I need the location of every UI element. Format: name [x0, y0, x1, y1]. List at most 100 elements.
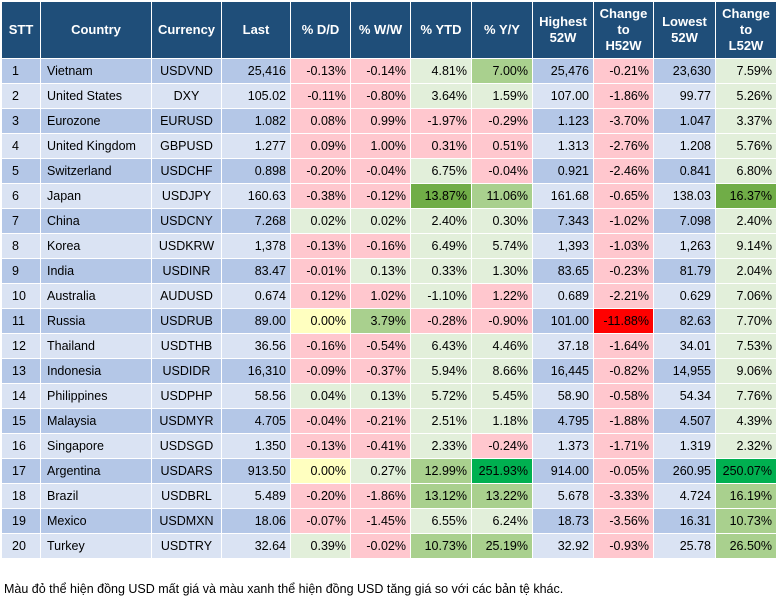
- cell-country: Argentina: [40, 458, 152, 484]
- cell-ww: -0.41%: [350, 433, 411, 459]
- cell-change-h52: -0.58%: [593, 383, 654, 409]
- header-low52-line2: 52W: [671, 30, 698, 45]
- cell-ww: -0.04%: [350, 158, 411, 184]
- cell-low52: 14,955: [653, 358, 716, 384]
- cell-ytd: 13.12%: [410, 483, 472, 509]
- header-ytd: % YTD: [410, 1, 472, 59]
- cell-country: China: [40, 208, 152, 234]
- cell-last: 7.268: [221, 208, 291, 234]
- cell-high52: 18.73: [532, 508, 594, 534]
- cell-high52: 7.343: [532, 208, 594, 234]
- cell-yy: 0.51%: [471, 133, 533, 159]
- cell-last: 5.489: [221, 483, 291, 509]
- cell-ytd: 12.99%: [410, 458, 472, 484]
- cell-last: 32.64: [221, 533, 291, 559]
- cell-ww: -0.02%: [350, 533, 411, 559]
- cell-high52: 1,393: [532, 233, 594, 259]
- cell-change-h52: -1.71%: [593, 433, 654, 459]
- cell-country: United Kingdom: [40, 133, 152, 159]
- cell-change-h52: -3.70%: [593, 108, 654, 134]
- cell-low52: 0.629: [653, 283, 716, 309]
- cell-stt: 15: [1, 408, 41, 434]
- cell-last: 1.277: [221, 133, 291, 159]
- cell-dd: 0.39%: [290, 533, 351, 559]
- cell-change-l52: 26.50%: [715, 533, 777, 559]
- cell-dd: 0.09%: [290, 133, 351, 159]
- cell-change-h52: -1.03%: [593, 233, 654, 259]
- cell-currency: USDRUB: [151, 308, 222, 334]
- cell-stt: 7: [1, 208, 41, 234]
- footnote: Màu đỏ thể hiện đồng USD mất giá và màu …: [4, 582, 564, 596]
- cell-high52: 107.00: [532, 83, 594, 109]
- cell-country: Singapore: [40, 433, 152, 459]
- cell-ytd: 6.55%: [410, 508, 472, 534]
- cell-yy: 11.06%: [471, 183, 533, 209]
- cell-ytd: 6.49%: [410, 233, 472, 259]
- header-high52: Highest 52W: [532, 1, 594, 59]
- cell-stt: 9: [1, 258, 41, 284]
- cell-country: Switzerland: [40, 158, 152, 184]
- cell-dd: -0.13%: [290, 433, 351, 459]
- cell-high52: 16,445: [532, 358, 594, 384]
- cell-high52: 1.123: [532, 108, 594, 134]
- cell-low52: 23,630: [653, 58, 716, 84]
- cell-currency: USDCHF: [151, 158, 222, 184]
- fx-table: STT Country Currency Last % D/D % W/W % …: [1, 1, 777, 559]
- cell-currency: USDKRW: [151, 233, 222, 259]
- cell-dd: -0.20%: [290, 158, 351, 184]
- cell-high52: 101.00: [532, 308, 594, 334]
- cell-high52: 161.68: [532, 183, 594, 209]
- cell-stt: 18: [1, 483, 41, 509]
- cell-currency: GBPUSD: [151, 133, 222, 159]
- cell-low52: 1,263: [653, 233, 716, 259]
- cell-change-l52: 7.59%: [715, 58, 777, 84]
- cell-yy: 13.22%: [471, 483, 533, 509]
- cell-high52: 83.65: [532, 258, 594, 284]
- table-row: 11 Russia USDRUB 89.00 0.00% 3.79% -0.28% -0.90…: [1, 308, 777, 334]
- cell-yy: 4.46%: [471, 333, 533, 359]
- cell-low52: 4.507: [653, 408, 716, 434]
- cell-change-h52: -1.86%: [593, 83, 654, 109]
- cell-country: Indonesia: [40, 358, 152, 384]
- cell-change-h52: -0.82%: [593, 358, 654, 384]
- cell-ww: -0.16%: [350, 233, 411, 259]
- header-ww: % W/W: [350, 1, 411, 59]
- header-row: STT Country Currency Last % D/D % W/W % …: [1, 1, 777, 59]
- cell-change-h52: -1.02%: [593, 208, 654, 234]
- cell-country: Philippines: [40, 383, 152, 409]
- cell-ytd: 0.33%: [410, 258, 472, 284]
- cell-high52: 0.689: [532, 283, 594, 309]
- cell-ww: -0.14%: [350, 58, 411, 84]
- cell-change-h52: -1.64%: [593, 333, 654, 359]
- cell-yy: 1.30%: [471, 258, 533, 284]
- cell-ytd: 3.64%: [410, 83, 472, 109]
- cell-ytd: -1.97%: [410, 108, 472, 134]
- cell-currency: USDMXN: [151, 508, 222, 534]
- cell-yy: 0.30%: [471, 208, 533, 234]
- cell-high52: 0.921: [532, 158, 594, 184]
- header-change-h52-line3: H52W: [605, 38, 642, 53]
- cell-ww: 0.27%: [350, 458, 411, 484]
- cell-country: Malaysia: [40, 408, 152, 434]
- cell-change-l52: 7.70%: [715, 308, 777, 334]
- cell-yy: -0.04%: [471, 158, 533, 184]
- cell-ytd: 6.75%: [410, 158, 472, 184]
- cell-ww: -0.54%: [350, 333, 411, 359]
- cell-yy: 1.22%: [471, 283, 533, 309]
- header-stt: STT: [1, 1, 41, 59]
- header-change-l52-line1: Change: [722, 6, 770, 21]
- table-row: 5 Switzerland USDCHF 0.898 -0.20% -0.04% 6.75%…: [1, 158, 777, 184]
- cell-currency: USDARS: [151, 458, 222, 484]
- cell-yy: 25.19%: [471, 533, 533, 559]
- header-change-l52-line2: to: [739, 22, 753, 37]
- cell-currency: USDTRY: [151, 533, 222, 559]
- cell-low52: 99.77: [653, 83, 716, 109]
- cell-low52: 138.03: [653, 183, 716, 209]
- cell-stt: 16: [1, 433, 41, 459]
- header-country: Country: [40, 1, 152, 59]
- cell-high52: 5.678: [532, 483, 594, 509]
- cell-high52: 914.00: [532, 458, 594, 484]
- table-row: 20 Turkey USDTRY 32.64 0.39% -0.02% 10.73% 25.1…: [1, 533, 777, 559]
- cell-change-l52: 2.32%: [715, 433, 777, 459]
- cell-change-l52: 7.06%: [715, 283, 777, 309]
